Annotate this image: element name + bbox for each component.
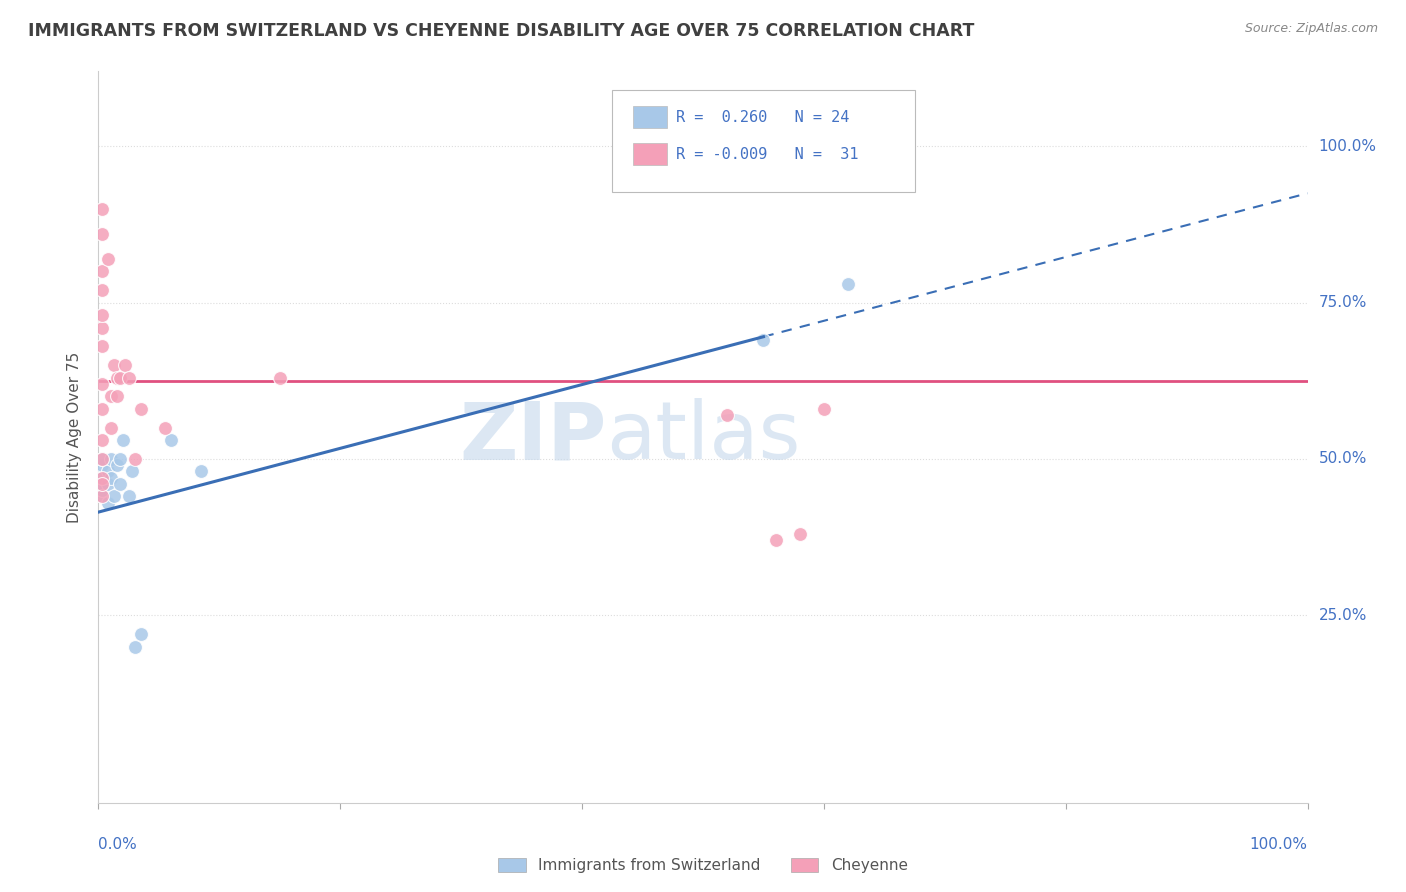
Point [124, 452, 146, 467]
Point [124, 640, 146, 654]
Point [91, 401, 114, 416]
Point [160, 434, 183, 448]
Point [91, 308, 114, 322]
Point [91, 483, 114, 498]
Bar [633, 106, 666, 128]
Legend: Immigrants from Switzerland, Cheyenne: Immigrants from Switzerland, Cheyenne [492, 852, 914, 880]
Point [91, 434, 114, 448]
Y-axis label: Disability Age Over 75: Disability Age Over 75 [67, 351, 83, 523]
Text: 75.0%: 75.0% [1319, 295, 1367, 310]
Text: 100.0%: 100.0% [1250, 838, 1308, 852]
Text: 0.0%: 0.0% [98, 838, 138, 852]
Point [837, 277, 859, 291]
Point [97, 496, 120, 510]
Point [121, 465, 143, 479]
Point [105, 370, 128, 384]
Point [190, 465, 212, 479]
Point [716, 408, 738, 422]
Point [118, 370, 141, 384]
Point [269, 370, 291, 384]
Point [129, 401, 152, 416]
Point [105, 458, 128, 473]
Point [91, 202, 114, 216]
Point [91, 471, 114, 485]
Text: R = -0.009   N =  31: R = -0.009 N = 31 [676, 146, 859, 161]
Point [100, 471, 122, 485]
Point [91, 477, 114, 491]
Point [103, 358, 125, 372]
Point [100, 420, 122, 434]
Point [789, 527, 811, 541]
Point [97, 465, 120, 479]
Point [91, 452, 114, 467]
Point [153, 420, 176, 434]
Point [108, 370, 131, 384]
Point [97, 477, 120, 491]
Point [105, 389, 128, 403]
Point [97, 252, 120, 266]
Point [91, 320, 114, 334]
Point [91, 227, 114, 241]
Point [91, 458, 114, 473]
Point [752, 333, 775, 347]
Point [765, 533, 787, 548]
Point [91, 452, 114, 467]
Point [813, 401, 835, 416]
Point [91, 477, 114, 491]
FancyBboxPatch shape [612, 90, 915, 192]
Point [91, 490, 114, 504]
Text: 25.0%: 25.0% [1319, 607, 1367, 623]
Point [114, 358, 136, 372]
Text: 50.0%: 50.0% [1319, 451, 1367, 467]
Bar [633, 143, 666, 165]
Text: 100.0%: 100.0% [1319, 139, 1376, 154]
Point [129, 627, 152, 641]
Point [108, 452, 131, 467]
Point [100, 389, 122, 403]
Text: atlas: atlas [606, 398, 800, 476]
Text: IMMIGRANTS FROM SWITZERLAND VS CHEYENNE DISABILITY AGE OVER 75 CORRELATION CHART: IMMIGRANTS FROM SWITZERLAND VS CHEYENNE … [28, 22, 974, 40]
Point [91, 490, 114, 504]
Point [100, 452, 122, 467]
Point [91, 283, 114, 297]
Point [118, 490, 141, 504]
Point [103, 490, 125, 504]
Text: R =  0.260   N = 24: R = 0.260 N = 24 [676, 110, 849, 125]
Point [108, 477, 131, 491]
Point [91, 376, 114, 391]
Point [111, 434, 134, 448]
Point [91, 264, 114, 278]
Text: ZIP: ZIP [458, 398, 606, 476]
Point [91, 471, 114, 485]
Point [91, 339, 114, 353]
Text: Source: ZipAtlas.com: Source: ZipAtlas.com [1244, 22, 1378, 36]
